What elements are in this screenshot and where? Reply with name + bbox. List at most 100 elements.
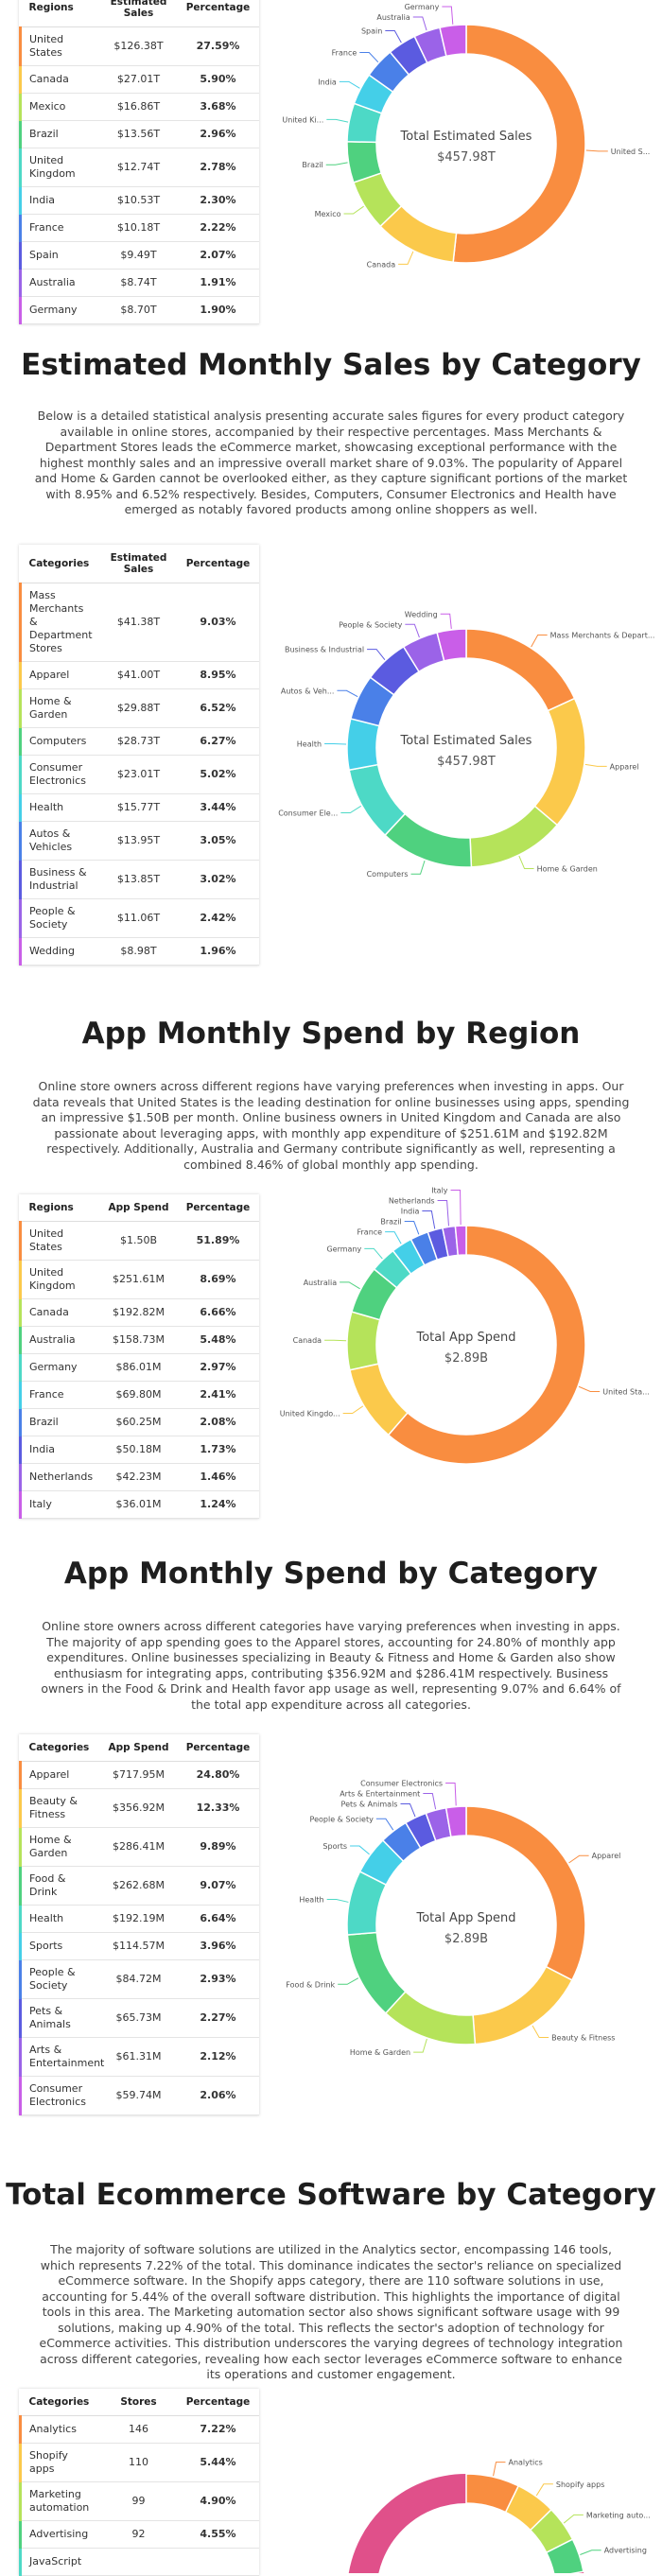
row-name: JavaScript (21, 2549, 100, 2576)
row-name: Consumer Electronics (21, 756, 100, 794)
row-value: $13.56T (100, 121, 178, 148)
row-value: $114.57M (100, 1933, 178, 1960)
row-value (100, 2549, 178, 2576)
row-value: $13.95T (100, 822, 178, 861)
row-value (178, 2549, 259, 2576)
slice-label: Pets & Animals (341, 1800, 398, 1808)
row-value: 3.68% (178, 94, 259, 121)
donut-slice (466, 629, 575, 711)
row-value: 3.44% (178, 794, 259, 822)
row-value: $262.68M (100, 1867, 178, 1906)
row-value: $8.74T (100, 270, 178, 297)
slice-label: Mass Merchants & Depart... (550, 632, 655, 640)
section-title: Total Ecommerce Software by Category (0, 2178, 662, 2212)
row-value: 7.22% (178, 2416, 259, 2444)
slice-label: Computers (367, 870, 409, 879)
leader-line (579, 1386, 600, 1391)
row-value: 9.89% (178, 1828, 259, 1867)
row-value: 1.90% (178, 297, 259, 324)
donut-slice (347, 1933, 405, 2013)
row-value: 2.12% (178, 2038, 259, 2077)
row-value: $10.18T (100, 215, 178, 242)
row-value: $50.18M (100, 1436, 178, 1464)
slice-label: Germany (326, 1244, 361, 1253)
slice-label: People & Society (310, 1815, 375, 1823)
leader-line (324, 1340, 346, 1341)
column-header: App Spend (100, 1194, 178, 1222)
row-name: Advertising (21, 2521, 100, 2549)
table-row: JavaScript (21, 2549, 259, 2576)
row-value: $192.19M (100, 1906, 178, 1933)
row-name: Australia (21, 270, 100, 297)
row-value: $29.88T (100, 689, 178, 728)
row-value: 27.59% (178, 27, 259, 66)
column-header: App Spend (100, 1734, 178, 1762)
leader-line (411, 861, 426, 874)
row-name: Health (21, 1906, 100, 1933)
slice-label: Brazil (302, 161, 322, 169)
leader-line (398, 252, 413, 264)
row-value: $59.74M (100, 2077, 178, 2115)
donut-slice (347, 719, 379, 770)
row-value: 6.27% (178, 728, 259, 756)
row-name: Spain (21, 242, 100, 270)
column-header: Categories (21, 545, 100, 583)
donut-center-value: $2.89B (444, 1932, 488, 1946)
leader-line (338, 1978, 358, 1985)
slice-label: France (332, 49, 357, 58)
row-name: Italy (21, 1491, 100, 1519)
donut-slice (473, 1967, 572, 2045)
slice-label: Mexico (315, 210, 341, 218)
row-name: People & Society (21, 1960, 100, 1999)
row-value: 2.30% (178, 187, 259, 215)
row-value: $192.82M (100, 1299, 178, 1327)
row-value: 4.90% (178, 2482, 259, 2521)
slice-label: Apparel (610, 762, 639, 771)
slice-label: United Kingdo... (280, 1410, 340, 1419)
row-value: $10.53T (100, 187, 178, 215)
slice-label: People & Society (339, 620, 403, 629)
slice-label: United Sta... (602, 1387, 650, 1396)
leader-line (376, 1819, 393, 1830)
donut-center-value: $457.98T (437, 755, 496, 769)
row-value: $8.98T (100, 938, 178, 966)
slice-label: India (318, 78, 337, 86)
donut-center-value: $2.89B (444, 1351, 488, 1366)
row-value: $23.01T (100, 756, 178, 794)
row-name: Sports (21, 1933, 100, 1960)
leader-line (580, 2550, 601, 2555)
donut-center-title: Total Estimated Sales (400, 734, 532, 748)
slice-label: Marketing auto... (586, 2511, 651, 2519)
slice-label: Consumer Electronics (360, 1779, 443, 1787)
row-name: Australia (21, 1327, 100, 1354)
row-name: Autos & Vehicles (21, 822, 100, 861)
leader-line (340, 81, 360, 88)
